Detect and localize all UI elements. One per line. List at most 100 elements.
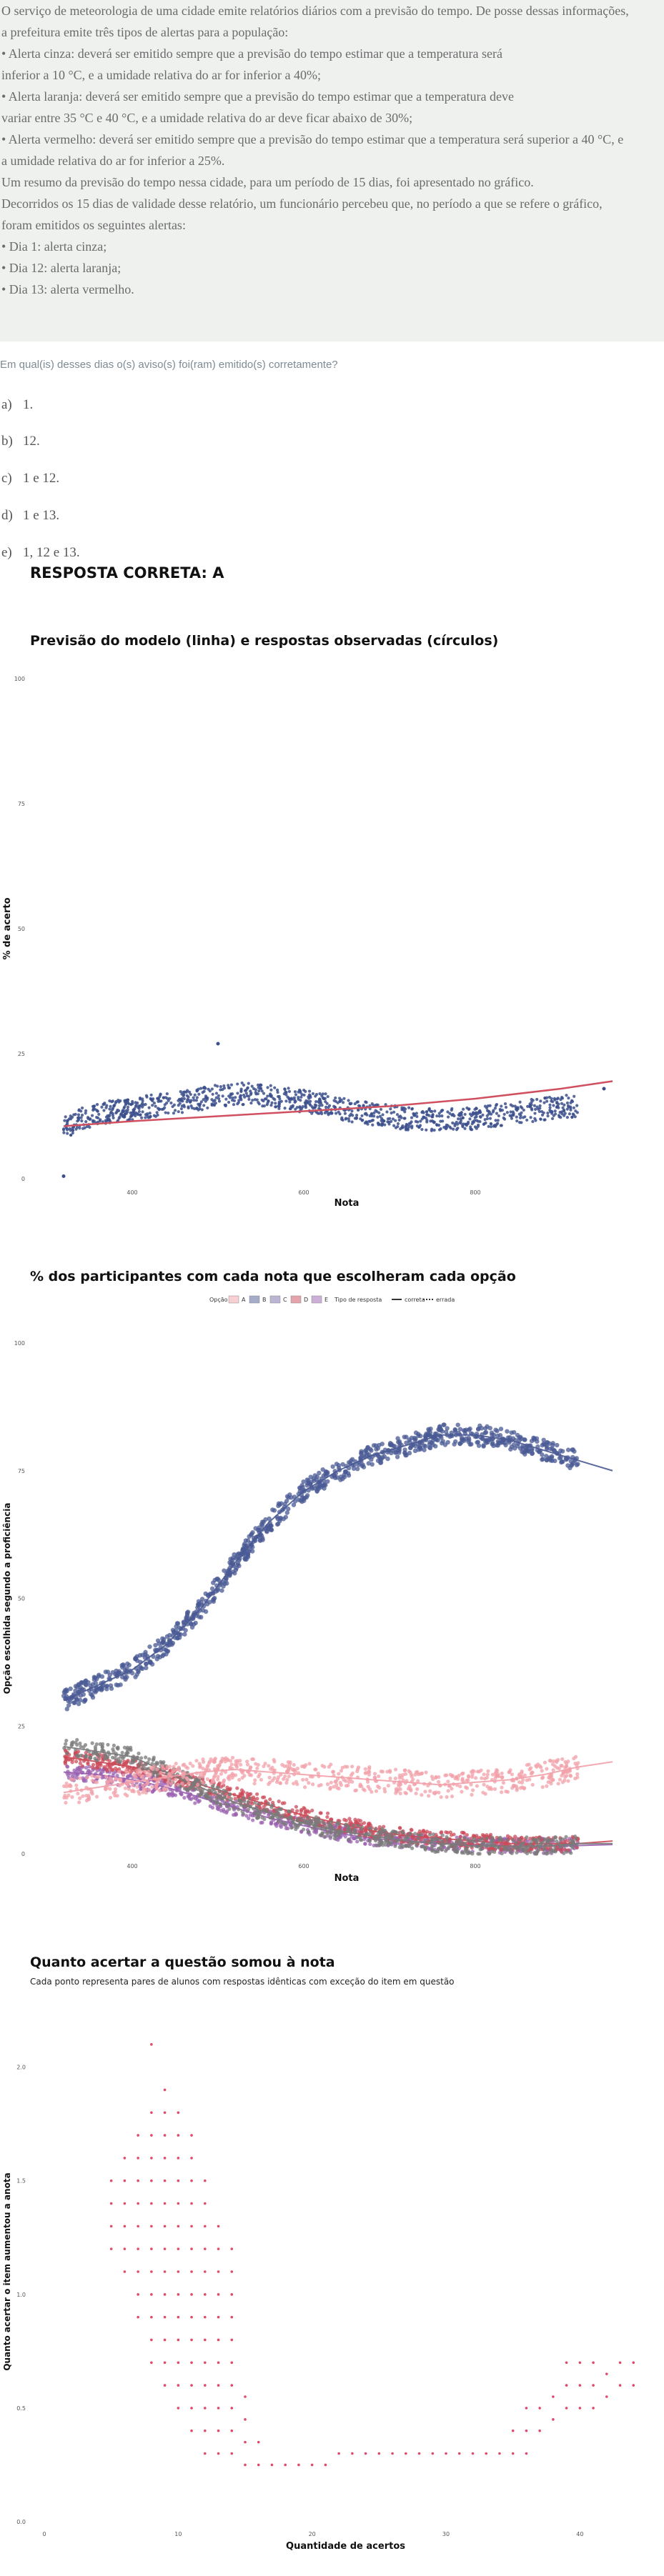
data-point — [499, 1109, 502, 1112]
data-point-A — [198, 1772, 203, 1777]
data-point-gray — [419, 1832, 423, 1837]
data-point-A — [104, 1774, 109, 1779]
data-point — [340, 1116, 344, 1119]
data-point — [190, 2270, 193, 2273]
data-point — [470, 1114, 473, 1118]
data-point — [216, 1042, 220, 1046]
data-point — [214, 1102, 217, 1105]
data-point-gray — [79, 1753, 84, 1757]
data-point — [230, 2315, 234, 2319]
data-point-B — [433, 1437, 438, 1442]
data-point — [392, 1110, 396, 1114]
data-point-E — [115, 1773, 119, 1778]
data-point — [194, 1099, 198, 1102]
data-point — [236, 1092, 239, 1095]
data-point-E — [84, 1765, 89, 1770]
data-point-B — [242, 1556, 247, 1561]
data-point — [232, 1103, 236, 1107]
data-point-A — [267, 1764, 271, 1768]
chart3-subtitle: Cada ponto representa pares de alunos co… — [30, 1977, 455, 1987]
data-point-B — [452, 1442, 457, 1447]
data-point-A — [515, 1788, 519, 1792]
data-point-gray — [329, 1834, 333, 1839]
data-point — [431, 1114, 435, 1117]
data-point — [152, 1101, 157, 1105]
data-point-B — [568, 1459, 573, 1464]
option-d[interactable]: d) 1 e 13. — [1, 508, 59, 524]
option-a[interactable]: a) 1. — [1, 397, 33, 413]
data-point-gray — [381, 1828, 385, 1832]
data-point — [204, 2270, 207, 2273]
data-point — [163, 2134, 167, 2137]
data-point — [570, 1099, 575, 1104]
data-point-A — [434, 1774, 438, 1779]
data-point-gray — [306, 1815, 310, 1819]
data-point-gray — [115, 1759, 120, 1764]
data-point — [190, 2225, 193, 2228]
data-point-A — [230, 1755, 235, 1760]
data-point-D — [565, 1839, 570, 1843]
data-point-gray — [242, 1799, 247, 1804]
y-tick-label: 0 — [21, 1176, 25, 1182]
data-point-A — [64, 1781, 69, 1786]
data-point-A — [564, 1769, 568, 1774]
data-point — [273, 1098, 277, 1102]
data-point — [521, 1116, 525, 1119]
question-statement: O serviço de meteorologia de uma cidade … — [0, 0, 664, 341]
data-point-gray — [100, 1745, 104, 1749]
data-point-gray — [200, 1790, 204, 1794]
data-point-A — [517, 1772, 522, 1777]
data-point — [217, 2361, 220, 2365]
data-point-D — [102, 1765, 106, 1769]
data-point-B — [422, 1447, 427, 1452]
data-point — [542, 1101, 546, 1104]
data-point-D — [471, 1834, 476, 1838]
data-point — [457, 1117, 460, 1121]
data-point-A — [290, 1767, 294, 1772]
data-point-A — [486, 1769, 490, 1773]
data-point-A — [114, 1777, 119, 1781]
data-point — [422, 1116, 426, 1119]
data-point-B — [379, 1457, 384, 1462]
data-point-B — [257, 1527, 262, 1533]
data-point — [494, 1104, 498, 1107]
data-point-A — [166, 1780, 170, 1784]
data-point-A — [382, 1787, 387, 1791]
data-point-E — [455, 1835, 459, 1839]
data-point — [309, 1103, 312, 1107]
data-point — [152, 1097, 155, 1101]
option-e[interactable]: e) 1, 12 e 13. — [1, 545, 80, 561]
data-point-B — [99, 1674, 105, 1679]
data-point-E — [232, 1812, 236, 1817]
option-c[interactable]: c) 1 e 12. — [1, 471, 59, 486]
data-point — [565, 1101, 570, 1105]
data-point-A — [495, 1773, 499, 1777]
data-point-D — [255, 1797, 259, 1801]
data-point — [188, 1090, 192, 1094]
data-point-A — [238, 1762, 243, 1767]
data-point — [178, 1102, 182, 1105]
data-point — [389, 1107, 392, 1111]
data-point — [139, 1113, 142, 1117]
data-point-A — [66, 1793, 71, 1797]
data-point-A — [202, 1772, 206, 1776]
data-point-A — [404, 1791, 408, 1796]
data-point-D — [250, 1802, 254, 1806]
data-point — [177, 2315, 180, 2319]
data-point-gray — [64, 1738, 69, 1743]
data-point-A — [437, 1790, 441, 1794]
data-point — [383, 1123, 387, 1127]
data-point-B — [395, 1454, 400, 1459]
data-point — [122, 1109, 125, 1113]
data-point-gray — [83, 1755, 88, 1759]
data-point-A — [551, 1759, 556, 1764]
data-point-B — [114, 1682, 119, 1687]
data-point-B — [304, 1483, 309, 1488]
data-point-gray — [277, 1807, 281, 1812]
data-point — [64, 1115, 67, 1119]
data-point-A — [333, 1779, 337, 1784]
data-point-B — [510, 1436, 516, 1441]
data-point-gray — [440, 1833, 445, 1837]
data-point-B — [228, 1557, 233, 1562]
option-b[interactable]: b) 12. — [1, 434, 40, 449]
